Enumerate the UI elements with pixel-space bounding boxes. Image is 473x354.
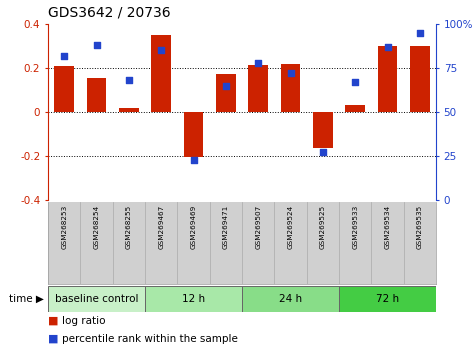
Point xyxy=(125,78,132,83)
Point xyxy=(416,30,424,36)
Bar xyxy=(339,286,436,312)
Point xyxy=(384,44,391,50)
Text: log ratio: log ratio xyxy=(62,316,105,326)
Text: GSM269507: GSM269507 xyxy=(255,205,261,249)
Point xyxy=(319,150,327,155)
Text: GSM269534: GSM269534 xyxy=(385,205,391,249)
Bar xyxy=(281,64,300,112)
Text: GSM269535: GSM269535 xyxy=(417,205,423,249)
Text: GSM268254: GSM268254 xyxy=(94,205,99,249)
Bar xyxy=(119,108,139,112)
Text: GSM269533: GSM269533 xyxy=(352,205,358,249)
Text: GSM268253: GSM268253 xyxy=(61,205,67,249)
Point xyxy=(61,53,68,58)
Text: 24 h: 24 h xyxy=(279,294,302,304)
Point xyxy=(222,83,229,88)
Bar xyxy=(87,78,106,112)
Text: 12 h: 12 h xyxy=(182,294,205,304)
Text: GSM269467: GSM269467 xyxy=(158,205,164,249)
Text: GSM269469: GSM269469 xyxy=(191,205,196,249)
Point xyxy=(190,157,197,162)
Bar xyxy=(345,105,365,112)
Point xyxy=(351,79,359,85)
Bar xyxy=(216,74,236,112)
Bar xyxy=(378,46,397,112)
Point xyxy=(93,42,100,48)
Bar xyxy=(313,112,333,148)
Point xyxy=(158,47,165,53)
Point xyxy=(254,60,262,65)
Text: GSM269525: GSM269525 xyxy=(320,205,326,249)
Bar xyxy=(54,66,74,112)
Text: percentile rank within the sample: percentile rank within the sample xyxy=(62,334,238,344)
Text: GDS3642 / 20736: GDS3642 / 20736 xyxy=(48,6,171,20)
Text: baseline control: baseline control xyxy=(55,294,138,304)
Text: 72 h: 72 h xyxy=(376,294,399,304)
Text: time ▶: time ▶ xyxy=(9,294,44,304)
Bar xyxy=(248,65,268,112)
Bar xyxy=(184,112,203,157)
Point xyxy=(287,70,294,76)
Text: GSM268255: GSM268255 xyxy=(126,205,132,249)
Text: GSM269471: GSM269471 xyxy=(223,205,229,249)
Bar xyxy=(242,286,339,312)
Bar xyxy=(48,286,145,312)
Bar xyxy=(145,286,242,312)
Bar xyxy=(410,46,429,112)
Bar xyxy=(151,35,171,112)
Text: ■: ■ xyxy=(48,334,62,344)
Text: ■: ■ xyxy=(48,316,62,326)
Text: GSM269524: GSM269524 xyxy=(288,205,294,249)
